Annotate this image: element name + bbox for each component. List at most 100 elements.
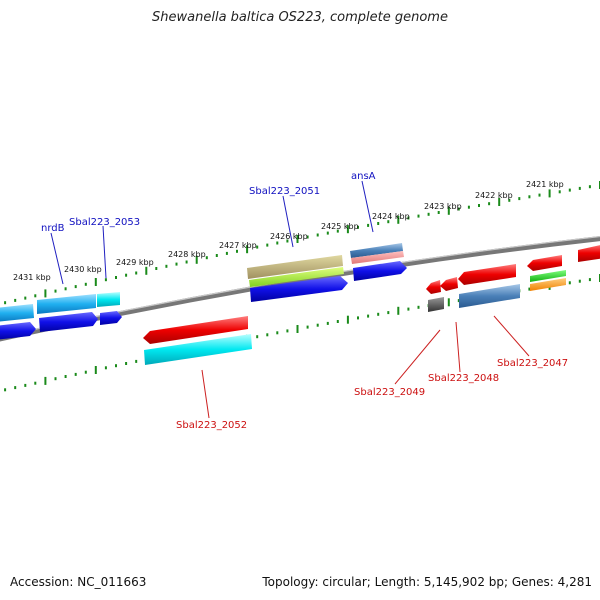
- minor-tick: [568, 188, 571, 192]
- scale-label: 2430 kbp: [64, 265, 102, 274]
- scale-label: 2425 kbp: [321, 222, 359, 231]
- gene-label-sbal223-2047: Sbal223_2047: [497, 358, 568, 369]
- gene-label-ansA: ansA: [351, 171, 376, 182]
- map-title: Shewanella baltica OS223, complete genom…: [152, 10, 448, 25]
- gene-arrow: [0, 304, 34, 322]
- minor-tick: [508, 198, 511, 202]
- gene-arrow: [530, 278, 566, 291]
- gene-arrow: [459, 284, 520, 308]
- minor-tick: [578, 186, 581, 190]
- minor-tick: [518, 197, 521, 201]
- minor-tick: [276, 241, 279, 245]
- minor-tick: [588, 278, 591, 282]
- minor-tick: [478, 204, 480, 207]
- topology-text: Topology: circular; Length: 5,145,902 bp…: [262, 575, 592, 589]
- scale-label: 2426 kbp: [270, 232, 308, 241]
- gene-label-sbal223-2053: Sbal223_2053: [69, 217, 140, 228]
- gene-arrow: [247, 255, 343, 279]
- minor-tick: [528, 287, 531, 291]
- minor-tick: [135, 359, 138, 363]
- major-tick: [246, 245, 249, 254]
- scale-label: 2421 kbp: [526, 180, 564, 189]
- minor-tick: [256, 335, 259, 339]
- scale-label: 2428 kbp: [168, 250, 206, 259]
- minor-tick: [377, 222, 380, 225]
- minor-tick: [24, 383, 27, 387]
- major-tick: [145, 266, 148, 275]
- minor-tick: [467, 205, 470, 209]
- minor-tick: [417, 214, 420, 218]
- minor-tick: [306, 325, 309, 329]
- minor-tick: [407, 216, 410, 220]
- gene-arrow: [458, 264, 516, 285]
- major-tick: [346, 315, 349, 324]
- minor-tick: [417, 305, 420, 309]
- minor-tick: [427, 212, 430, 216]
- minor-tick: [215, 254, 218, 257]
- major-tick: [548, 189, 551, 198]
- gene-arrow: [353, 261, 407, 281]
- minor-tick: [568, 281, 571, 285]
- gene-arrow: [440, 277, 458, 291]
- gene-label-sbal223-2048: Sbal223_2048: [428, 373, 499, 384]
- scale-label: 2423 kbp: [424, 202, 462, 211]
- leader-line: [50, 232, 64, 285]
- minor-tick: [367, 223, 370, 227]
- minor-tick: [104, 366, 107, 370]
- gene-label-sbal223-2049: Sbal223_2049: [354, 387, 425, 398]
- minor-tick: [54, 377, 57, 381]
- minor-tick: [104, 278, 107, 282]
- gene-arrow: [426, 280, 441, 294]
- minor-tick: [316, 323, 319, 327]
- gene-arrow: [143, 316, 248, 344]
- minor-tick: [135, 271, 138, 275]
- minor-tick: [588, 185, 591, 189]
- major-tick: [296, 325, 299, 333]
- minor-tick: [14, 298, 17, 302]
- gene-arrow: [351, 251, 404, 264]
- minor-tick: [64, 375, 67, 378]
- minor-tick: [266, 333, 269, 337]
- minor-tick: [377, 312, 380, 316]
- minor-tick: [185, 260, 188, 264]
- gene-label-sbal223-2052: Sbal223_2052: [176, 420, 247, 431]
- major-tick: [195, 255, 198, 264]
- minor-tick: [357, 225, 359, 229]
- gene-labels: nrdB Sbal223_2053 Sbal223_2051 ansA Sbal…: [41, 171, 568, 431]
- minor-tick: [4, 301, 7, 305]
- forward-genes: [0, 243, 600, 340]
- minor-tick: [306, 235, 309, 239]
- gene-arrow: [428, 297, 444, 312]
- scale-label: 2427 kbp: [219, 241, 257, 250]
- minor-tick: [316, 233, 319, 237]
- gene-arrow: [97, 292, 120, 307]
- major-tick: [94, 278, 97, 286]
- gene-arrow: [0, 322, 36, 340]
- minor-tick: [34, 294, 37, 298]
- major-tick: [94, 366, 97, 374]
- gene-label-sbal223-2051: Sbal223_2051: [249, 186, 320, 197]
- minor-tick: [256, 245, 259, 249]
- outer-tick-ring: [4, 181, 600, 305]
- minor-tick: [115, 276, 117, 279]
- gene-arrow: [144, 334, 252, 365]
- leader-line: [394, 329, 441, 385]
- gene-arrow: [350, 243, 403, 258]
- reverse-genes: [143, 255, 566, 365]
- minor-tick: [34, 381, 37, 385]
- minor-tick: [336, 229, 339, 233]
- minor-tick: [74, 372, 77, 376]
- gene-label-nrdB: nrdB: [41, 223, 65, 234]
- minor-tick: [437, 211, 440, 214]
- scale-label: 2424 kbp: [372, 212, 410, 221]
- leader-line: [493, 315, 530, 357]
- major-tick: [498, 198, 501, 206]
- minor-tick: [276, 331, 279, 335]
- major-tick: [44, 376, 47, 385]
- minor-tick: [457, 299, 460, 303]
- minor-tick: [205, 256, 208, 260]
- minor-tick: [326, 321, 329, 325]
- minor-tick: [74, 285, 77, 289]
- minor-tick: [125, 362, 128, 365]
- scale-label: 2422 kbp: [475, 191, 513, 200]
